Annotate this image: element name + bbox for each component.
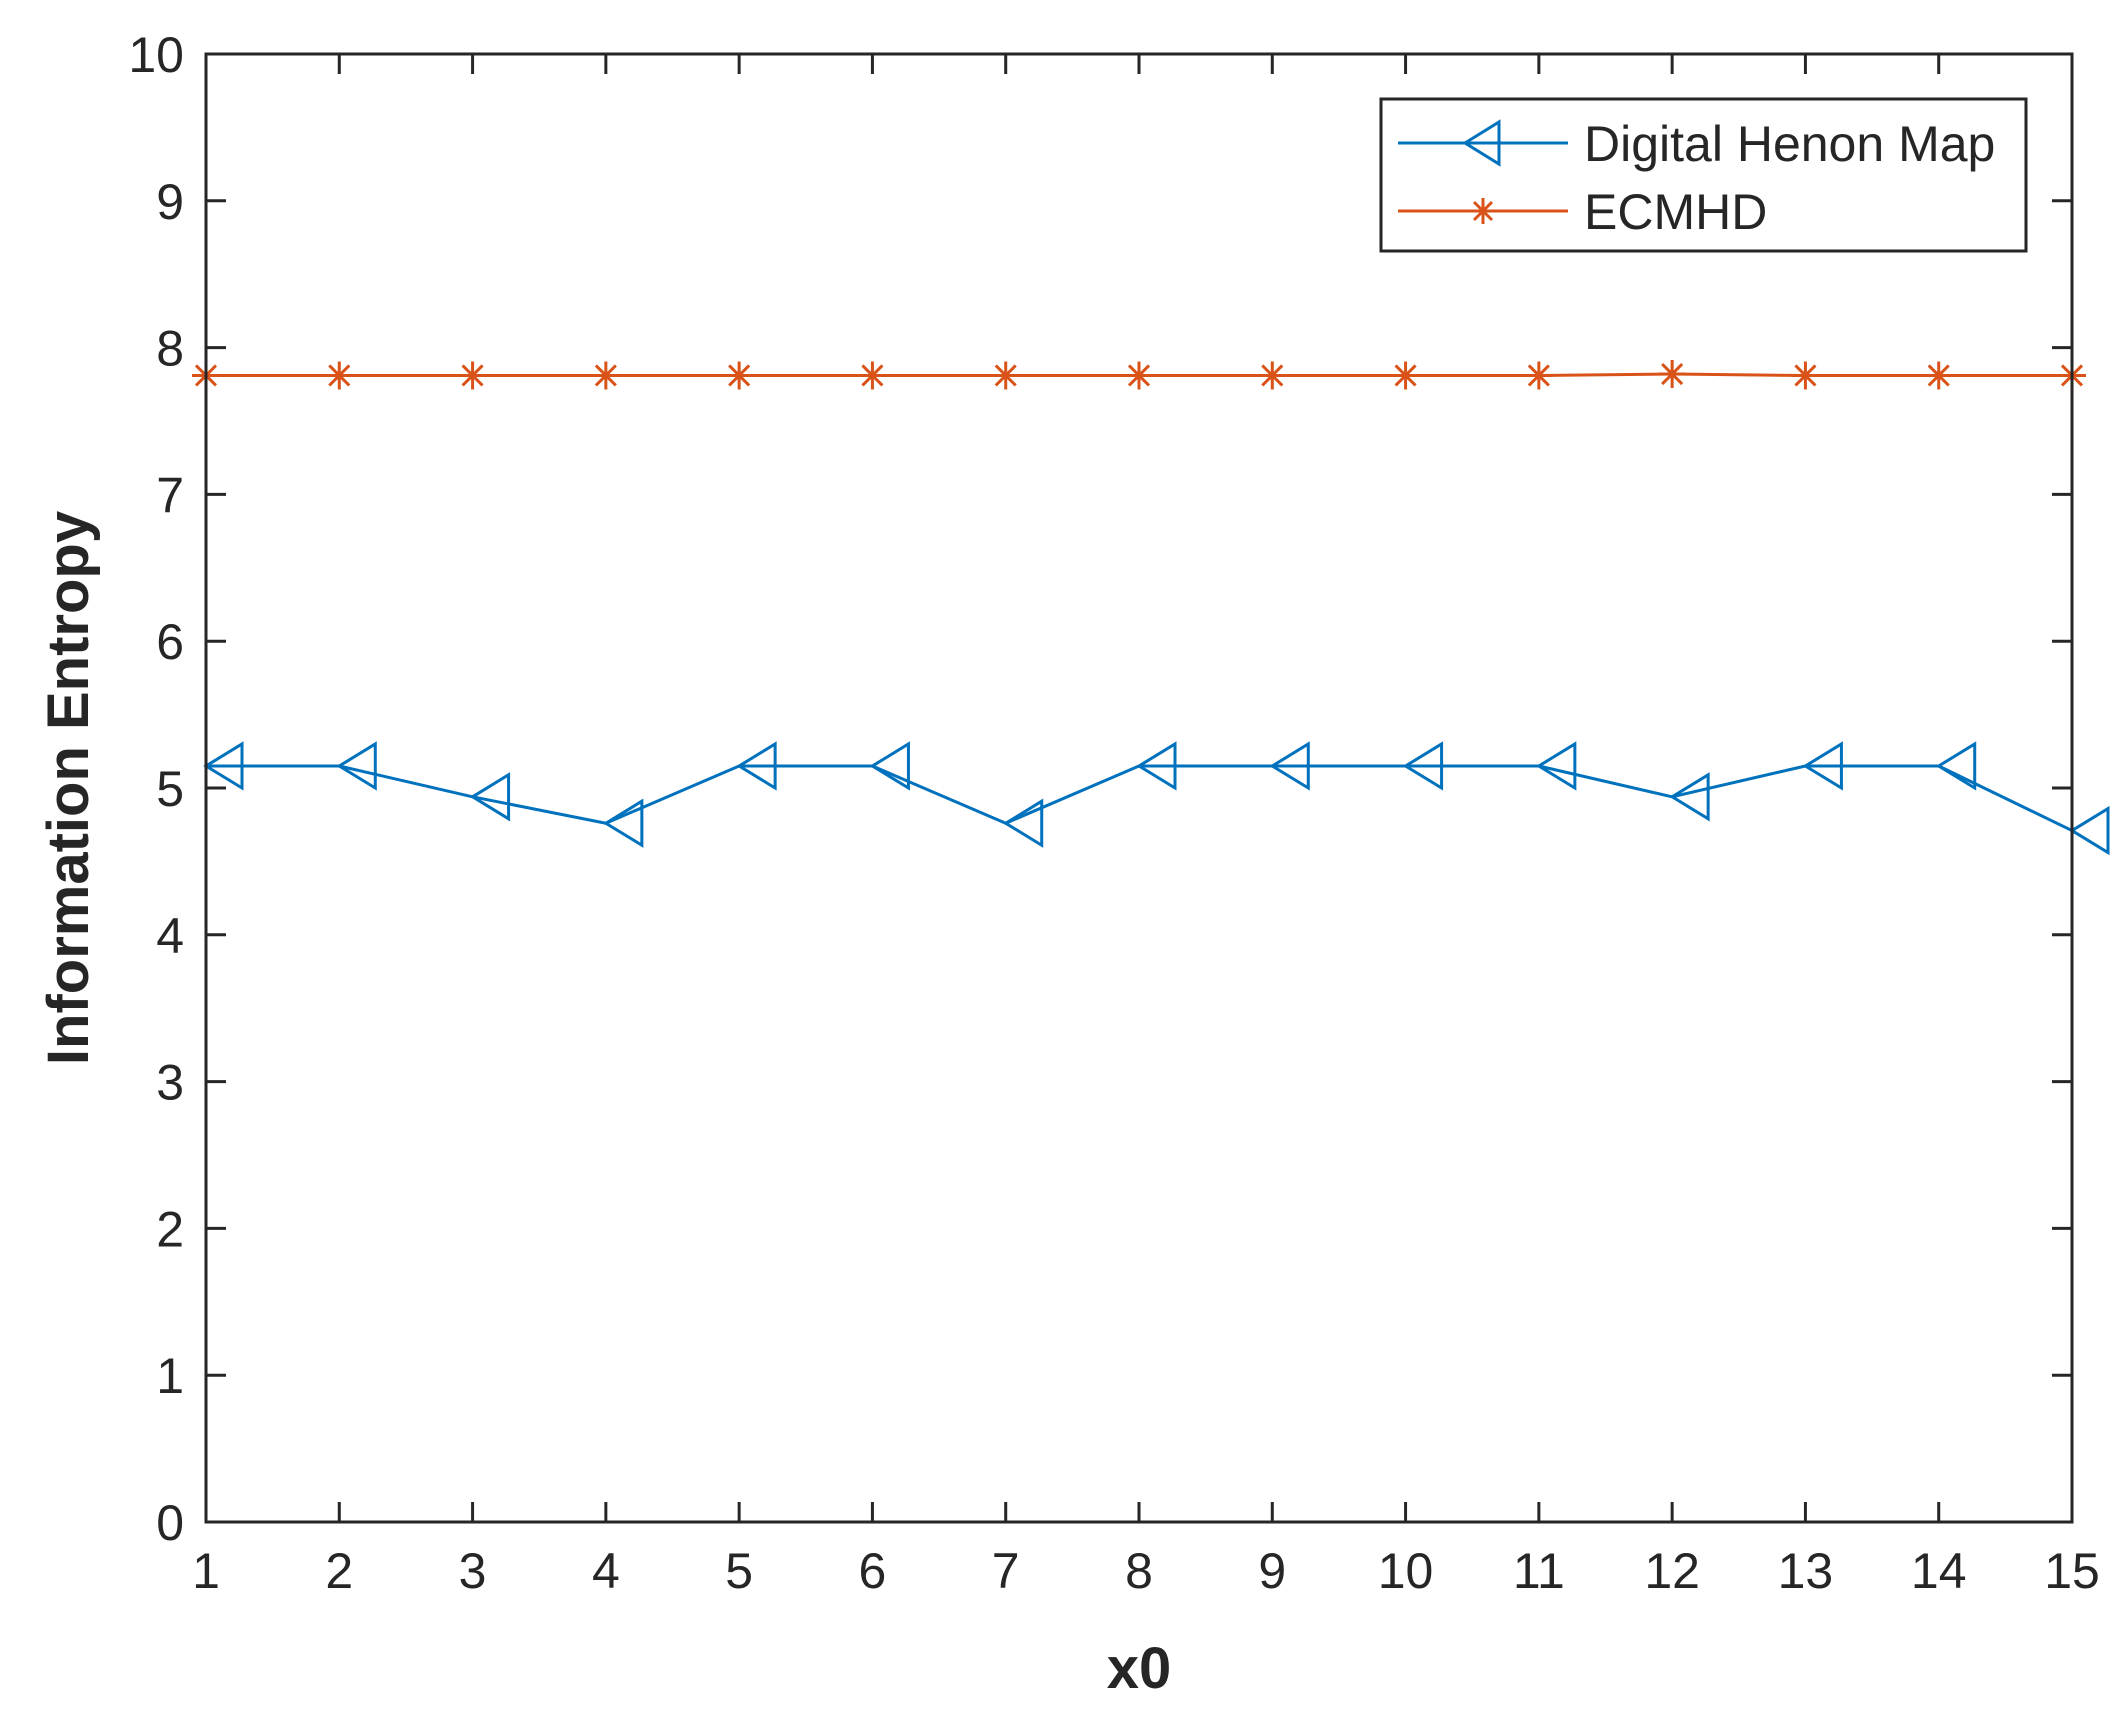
x-tick-label-13: 14	[1911, 1543, 1967, 1599]
axes-box	[204, 52, 2074, 1524]
x-tick-label-7: 8	[1125, 1543, 1153, 1599]
data-point-ecmhd-6	[858, 361, 887, 390]
x-tick-label-10: 11	[1513, 1543, 1565, 1599]
data-point-digital-henon-map-10	[1402, 741, 1444, 791]
y-tick-label-4: 4	[156, 908, 184, 964]
data-point-ecmhd-7	[991, 361, 1020, 390]
legend-label-digital-henon-map: Digital Henon Map	[1584, 116, 1995, 172]
data-point-digital-henon-map-6	[869, 741, 910, 791]
data-point-ecmhd-8	[1125, 361, 1153, 390]
x-tick-label-11: 12	[1644, 1543, 1700, 1599]
x-tick-label-0: 1	[192, 1543, 220, 1599]
y-tick-label-9: 9	[156, 174, 184, 230]
y-tick-label-6: 6	[156, 614, 184, 670]
y-tick-label-5: 5	[156, 761, 184, 817]
data-point-ecmhd-14	[1924, 361, 1953, 390]
plot-area	[206, 54, 2072, 1522]
data-point-digital-henon-map-11	[1535, 741, 1577, 791]
x-tick-label-6: 7	[992, 1543, 1020, 1599]
y-tick-label-3: 3	[156, 1055, 184, 1111]
data-point-digital-henon-map-15	[2069, 805, 2110, 856]
x-tick-label-2: 3	[459, 1543, 487, 1599]
data-point-ecmhd-11	[1524, 361, 1553, 390]
data-point-ecmhd-4	[591, 361, 620, 390]
data-point-digital-henon-map-8	[1136, 741, 1177, 791]
data-point-digital-henon-map-5	[736, 741, 777, 791]
data-point-ecmhd-3	[458, 361, 487, 390]
data-point-digital-henon-map-7	[1002, 798, 1044, 848]
x-tick-label-4: 5	[725, 1543, 753, 1599]
x-tick-label-9: 10	[1378, 1543, 1434, 1599]
axis-ticks	[204, 52, 2074, 1524]
legend-marker-digital-henon-map	[1462, 119, 1501, 167]
x-axis-title: x0	[1107, 1636, 1172, 1701]
x-tick-label-12: 13	[1778, 1543, 1834, 1599]
legend-box	[1379, 97, 2028, 253]
y-tick-label-10: 10	[128, 27, 184, 83]
x-tick-label-1: 2	[325, 1543, 353, 1599]
data-point-digital-henon-map-2	[336, 741, 377, 791]
data-point-digital-henon-map-3	[469, 772, 511, 822]
legend-marker-ecmhd	[1470, 198, 1496, 224]
y-tick-label-7: 7	[156, 467, 184, 523]
data-point-ecmhd-2	[325, 361, 354, 390]
data-point-digital-henon-map-9	[1269, 741, 1310, 791]
y-axis-title: Information Entropy	[36, 511, 101, 1065]
data-point-digital-henon-map-13	[1802, 741, 1843, 791]
data-point-digital-henon-map-4	[602, 798, 644, 848]
y-tick-label-0: 0	[156, 1495, 184, 1551]
legend-entry-digital-henon-map: Digital Henon Map	[1398, 116, 1995, 172]
x-tick-label-14: 15	[2044, 1543, 2100, 1599]
data-point-ecmhd-12	[1658, 360, 1687, 389]
x-tick-label-5: 6	[859, 1543, 887, 1599]
y-tick-label-2: 2	[156, 1201, 184, 1257]
x-tick-label-3: 4	[592, 1543, 620, 1599]
data-point-digital-henon-map-1	[203, 741, 244, 791]
legend-entry-ecmhd: ECMHD	[1398, 184, 1767, 240]
data-point-ecmhd-13	[1791, 361, 1820, 390]
legend: Digital Henon Map ECMHD	[1379, 97, 2028, 253]
data-point-ecmhd-5	[725, 361, 754, 390]
data-point-digital-henon-map-14	[1935, 741, 1977, 791]
y-tick-label-8: 8	[156, 321, 184, 377]
series-layer	[192, 360, 2110, 856]
data-point-digital-henon-map-12	[1669, 772, 1710, 822]
legend-label-ecmhd: ECMHD	[1584, 184, 1767, 240]
data-point-ecmhd-10	[1391, 361, 1420, 390]
x-tick-label-8: 9	[1258, 1543, 1286, 1599]
y-tick-label-1: 1	[156, 1348, 184, 1404]
data-point-ecmhd-9	[1258, 361, 1287, 390]
